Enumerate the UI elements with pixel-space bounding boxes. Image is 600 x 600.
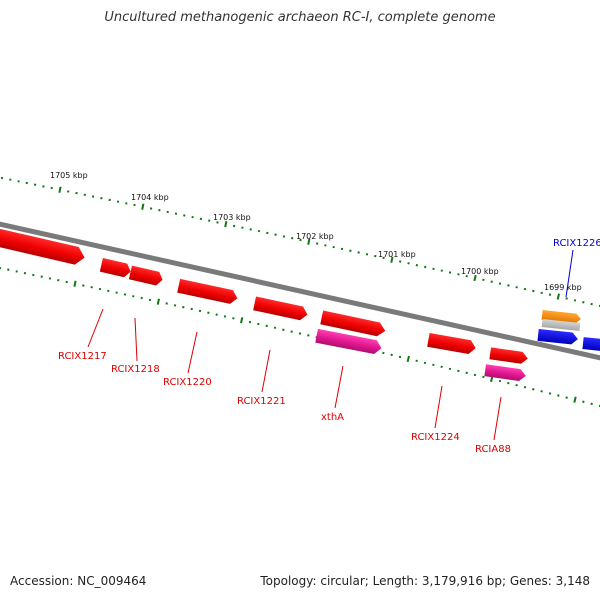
scale-tick-minor xyxy=(557,394,560,397)
scale-tick-minor xyxy=(540,390,543,393)
scale-tick-minor xyxy=(582,301,585,304)
gene-label-rcix1224[interactable]: RCIX1224 xyxy=(411,432,460,443)
gene-arrow-rcix1224[interactable] xyxy=(427,332,477,355)
scale-tick-major xyxy=(473,274,477,282)
gene-arrow-rcix1220[interactable] xyxy=(177,278,239,305)
leader-rcix1224 xyxy=(434,385,443,429)
accession-text: Accession: NC_009464 xyxy=(10,574,147,588)
scale-tick-major xyxy=(573,396,577,403)
scale-label-1705: 1705 kbp xyxy=(50,171,88,180)
scale-tick-minor xyxy=(415,263,419,267)
gene-arrow-rcix1218[interactable] xyxy=(128,265,164,287)
gene-arrow[interactable] xyxy=(320,310,386,337)
scale-tick-minor xyxy=(465,274,468,278)
outer-scale-ticks xyxy=(0,176,600,308)
scale-label-1704: 1704 kbp xyxy=(131,193,169,202)
scale-tick-major xyxy=(58,186,62,193)
scale-tick-minor xyxy=(382,351,385,355)
scale-tick-major xyxy=(141,203,145,210)
scale-tick-minor xyxy=(482,375,485,379)
scale-tick-major xyxy=(224,221,228,228)
scale-label-1703: 1703 kbp xyxy=(213,213,251,222)
gene-arrow-xtha[interactable] xyxy=(315,328,382,355)
genome-backbone xyxy=(0,221,600,361)
scale-tick-minor xyxy=(407,262,410,265)
scale-tick-minor xyxy=(532,388,535,391)
scale-tick-major xyxy=(156,298,160,305)
leader-rcix1221 xyxy=(261,349,271,393)
gene-label-xtha[interactable]: xthA xyxy=(321,412,344,423)
scale-tick-minor xyxy=(565,396,568,399)
scale-tick-minor xyxy=(432,363,435,367)
gene-arrow[interactable] xyxy=(537,328,578,345)
scale-labels: 1705 kbp 1704 kbp 1703 kbp 1702 kbp 1701… xyxy=(50,171,582,292)
gene-arrow[interactable] xyxy=(582,337,600,352)
scale-tick-minor xyxy=(349,249,352,252)
scale-tick-minor xyxy=(307,334,310,337)
gene-label-rcix1226[interactable]: RCIX1226 xyxy=(553,238,600,249)
scale-label-1699: 1699 kbp xyxy=(544,283,582,292)
scale-tick-minor xyxy=(415,359,418,363)
scale-label-1700: 1700 kbp xyxy=(461,267,499,276)
scale-tick-minor xyxy=(257,322,260,326)
scale-label-1702: 1702 kbp xyxy=(296,232,334,241)
scale-tick-minor xyxy=(440,365,443,369)
scale-tick-minor xyxy=(207,311,210,314)
scale-tick-major xyxy=(73,280,77,287)
scale-tick-minor xyxy=(282,328,285,331)
scale-tick-minor xyxy=(457,369,460,373)
gene-arrow[interactable] xyxy=(489,347,528,364)
scale-tick-minor xyxy=(457,273,460,276)
gene-label-rcix1221[interactable]: RCIX1221 xyxy=(237,396,286,407)
scale-tick-major xyxy=(390,256,394,263)
scale-label-1701: 1701 kbp xyxy=(378,250,416,259)
scale-tick-minor xyxy=(507,381,510,385)
genome-title: Uncultured methanogenic archaeon RC-I, c… xyxy=(104,10,496,25)
scale-tick-minor xyxy=(582,400,585,404)
scale-tick-minor xyxy=(590,402,593,406)
scale-tick-minor xyxy=(532,289,535,293)
scale-tick-minor xyxy=(290,330,293,333)
scale-tick-minor xyxy=(465,371,468,375)
scale-tick-minor xyxy=(265,324,268,328)
scale-tick-major xyxy=(556,293,560,300)
scale-tick-minor xyxy=(357,251,360,254)
scale-tick-minor xyxy=(590,302,593,306)
leader-rcix1226 xyxy=(565,249,574,298)
gene-label-rcia88[interactable]: RCIA88 xyxy=(475,444,511,455)
gene-block[interactable] xyxy=(541,319,581,331)
scale-tick-minor xyxy=(215,313,218,316)
gene-label-rcix1217[interactable]: RCIX1217 xyxy=(58,351,107,362)
scale-tick-minor xyxy=(498,282,502,285)
scale-tick-minor xyxy=(390,353,393,357)
gene-features xyxy=(0,224,600,382)
scale-tick-major xyxy=(406,355,410,363)
scale-tick-major xyxy=(307,238,311,245)
scale-tick-major xyxy=(240,317,244,324)
scale-tick-minor xyxy=(232,317,235,320)
leader-rcix1217 xyxy=(87,308,104,348)
leader-rcix1218 xyxy=(134,317,138,362)
leader-rcix1220 xyxy=(187,331,198,374)
gene-arrow-rcix1221[interactable] xyxy=(253,296,309,322)
leader-rcia88 xyxy=(493,396,502,441)
gene-arrow-rcix1217[interactable] xyxy=(99,258,132,278)
gene-labels: RCIX1217 RCIX1218 RCIX1220 RCIX1221 xthA… xyxy=(58,238,600,455)
scale-tick-minor xyxy=(515,383,518,387)
gene-arrow-rcia88[interactable] xyxy=(484,364,526,382)
gene-label-rcix1218[interactable]: RCIX1218 xyxy=(111,364,160,375)
gene-label-rcix1220[interactable]: RCIX1220 xyxy=(163,377,212,388)
gene-arrow[interactable] xyxy=(0,224,87,266)
gene-label-leaders xyxy=(87,249,574,441)
leader-xtha xyxy=(334,365,344,409)
genome-summary-text: Topology: circular; Length: 3,179,916 bp… xyxy=(260,574,590,588)
